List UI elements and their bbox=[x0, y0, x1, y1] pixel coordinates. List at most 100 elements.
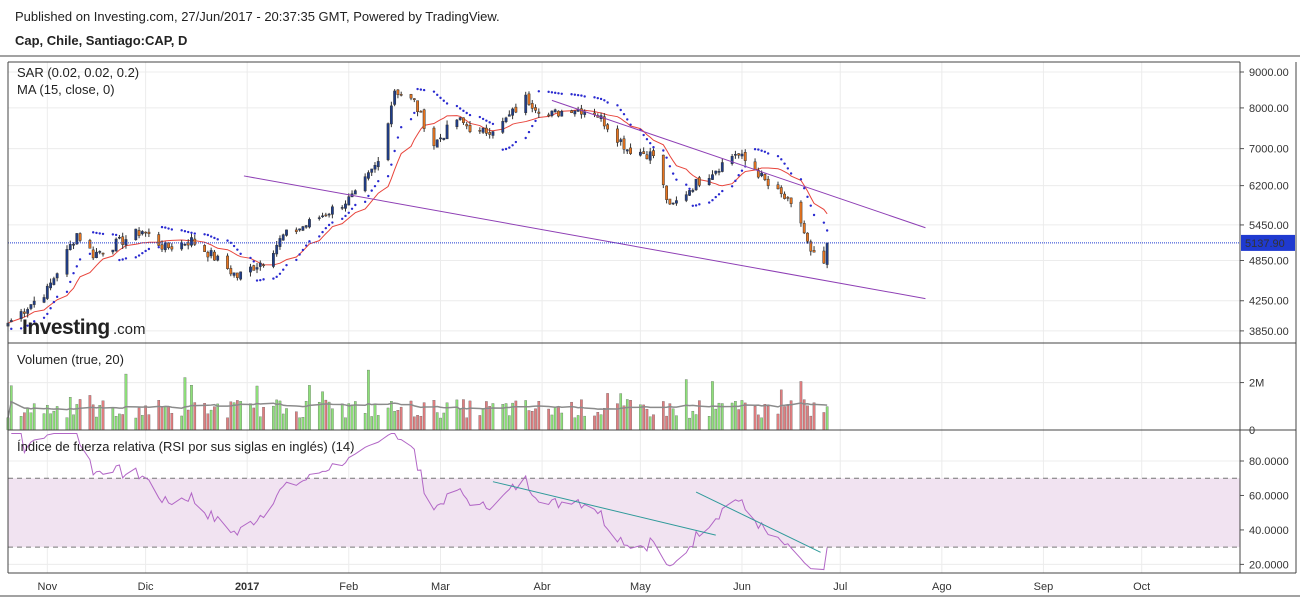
sar-dot bbox=[141, 251, 144, 255]
candle bbox=[809, 241, 813, 252]
candle bbox=[648, 151, 652, 161]
x-tick-label: May bbox=[630, 581, 651, 593]
sar-dot bbox=[55, 295, 59, 299]
candle bbox=[504, 117, 508, 123]
candle bbox=[625, 149, 629, 152]
volume-bar bbox=[308, 385, 311, 431]
sar-dot bbox=[91, 231, 95, 234]
sar-dot bbox=[193, 232, 196, 235]
sar-dot bbox=[10, 327, 13, 331]
candle bbox=[766, 178, 770, 186]
candle bbox=[353, 190, 357, 195]
volume-bar bbox=[157, 400, 161, 431]
sar-dot bbox=[524, 136, 527, 140]
sar-dot bbox=[33, 320, 36, 323]
candle bbox=[389, 105, 393, 125]
sar-dot bbox=[350, 207, 354, 210]
sar-dot bbox=[367, 194, 370, 198]
candle bbox=[760, 172, 764, 177]
candle bbox=[209, 250, 213, 257]
y-tick-label: 9000.00 bbox=[1249, 67, 1289, 79]
y-tick-label: 4250.00 bbox=[1249, 296, 1289, 308]
sar-dot bbox=[399, 126, 403, 129]
sar-dot bbox=[373, 184, 377, 188]
candle bbox=[206, 251, 210, 258]
candle bbox=[671, 202, 675, 205]
sar-dot bbox=[721, 189, 724, 193]
candle bbox=[711, 174, 714, 180]
sar-dot bbox=[619, 108, 622, 112]
sar-dot bbox=[124, 257, 128, 260]
sar-dot bbox=[465, 111, 468, 115]
candle bbox=[347, 196, 351, 206]
sar-dot bbox=[236, 248, 239, 251]
sar-dot bbox=[363, 200, 367, 204]
candle bbox=[688, 190, 691, 196]
sar-dot bbox=[295, 258, 298, 262]
candle bbox=[740, 153, 744, 157]
volume-bar bbox=[390, 401, 393, 431]
candle bbox=[763, 174, 767, 180]
candle bbox=[19, 311, 23, 319]
candle bbox=[399, 94, 403, 96]
volume-bar bbox=[370, 416, 373, 431]
candle bbox=[419, 111, 423, 113]
sar-dot bbox=[377, 179, 380, 183]
sar-dot bbox=[331, 221, 334, 224]
volume-bar bbox=[629, 400, 632, 431]
sar-dot bbox=[396, 136, 400, 139]
candle bbox=[68, 244, 72, 250]
candle bbox=[547, 114, 551, 117]
candle bbox=[170, 246, 174, 250]
candle bbox=[144, 231, 148, 234]
sar-dot bbox=[232, 244, 236, 248]
x-tick-label: Jun bbox=[733, 581, 751, 593]
sar-dot bbox=[707, 201, 711, 204]
volume-bar bbox=[252, 407, 256, 431]
sar-dot bbox=[209, 235, 213, 238]
x-tick-label: Ago bbox=[932, 581, 952, 593]
candle bbox=[501, 121, 505, 133]
candle bbox=[88, 240, 92, 249]
candle bbox=[455, 119, 459, 127]
channel-line bbox=[551, 99, 926, 229]
x-tick-label: Dic bbox=[138, 581, 154, 593]
volume-bar bbox=[763, 404, 767, 431]
candle bbox=[714, 170, 718, 174]
volume-bar bbox=[68, 397, 72, 431]
volume-bar bbox=[753, 405, 757, 431]
sar-dot bbox=[65, 290, 69, 294]
candle bbox=[822, 250, 826, 264]
candle bbox=[514, 106, 518, 113]
sar-dot bbox=[164, 226, 167, 229]
sar-dot bbox=[668, 165, 672, 168]
y-tick-label: 4850.00 bbox=[1249, 255, 1289, 267]
volume-bar bbox=[101, 400, 105, 431]
volume-bar bbox=[524, 400, 527, 431]
candle bbox=[317, 217, 321, 219]
sar-dot bbox=[282, 268, 285, 271]
sar-dot bbox=[160, 225, 164, 229]
volume-bar bbox=[625, 399, 629, 431]
sar-dot bbox=[341, 217, 344, 221]
rsi-trend-line bbox=[695, 491, 821, 553]
candle bbox=[249, 266, 252, 273]
candle bbox=[734, 154, 737, 156]
candle bbox=[825, 242, 829, 265]
candle bbox=[55, 273, 59, 279]
sar-dot bbox=[422, 88, 426, 92]
sar-dot bbox=[436, 93, 439, 97]
volume-bar bbox=[26, 407, 29, 431]
x-tick-label: Sep bbox=[1034, 581, 1054, 593]
volume-bar bbox=[98, 405, 102, 431]
candle bbox=[697, 177, 701, 186]
volume-bar bbox=[301, 417, 305, 431]
channel-line bbox=[243, 175, 926, 300]
sar-dot bbox=[252, 260, 255, 263]
candle bbox=[432, 127, 436, 147]
volume-bar bbox=[376, 415, 380, 431]
last-price-label: 5137.90 bbox=[1245, 238, 1285, 250]
candle bbox=[216, 255, 220, 261]
volume-bar bbox=[52, 410, 56, 431]
